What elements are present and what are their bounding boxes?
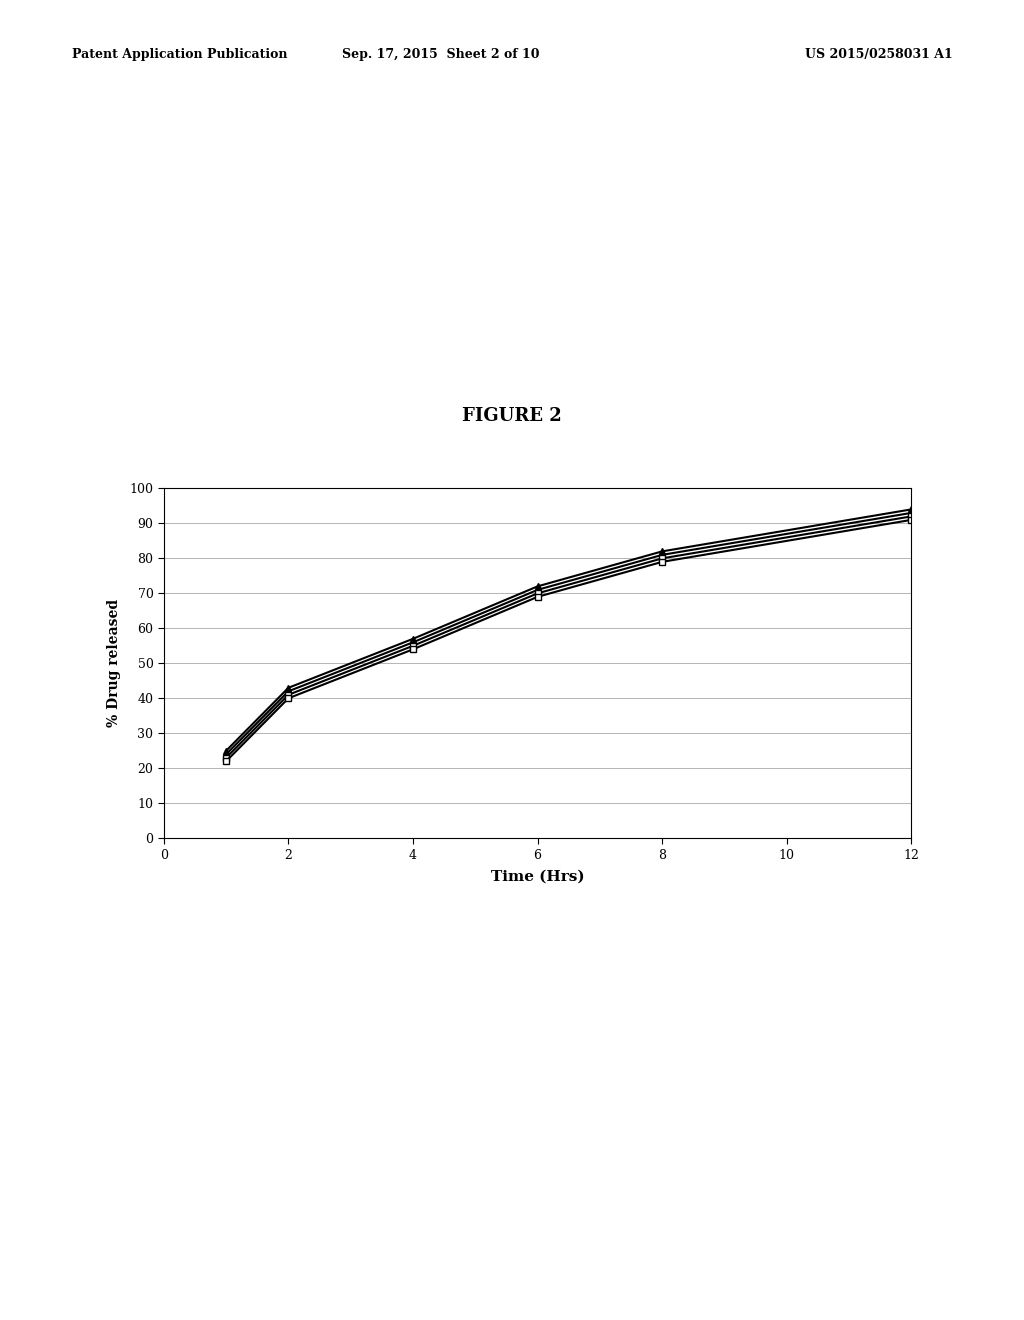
- Text: US 2015/0258031 A1: US 2015/0258031 A1: [805, 48, 952, 61]
- Text: Sep. 17, 2015  Sheet 2 of 10: Sep. 17, 2015 Sheet 2 of 10: [342, 48, 539, 61]
- Text: FIGURE 2: FIGURE 2: [462, 407, 562, 425]
- X-axis label: Time (Hrs): Time (Hrs): [490, 870, 585, 884]
- Text: Patent Application Publication: Patent Application Publication: [72, 48, 287, 61]
- Y-axis label: % Drug released: % Drug released: [108, 599, 121, 727]
